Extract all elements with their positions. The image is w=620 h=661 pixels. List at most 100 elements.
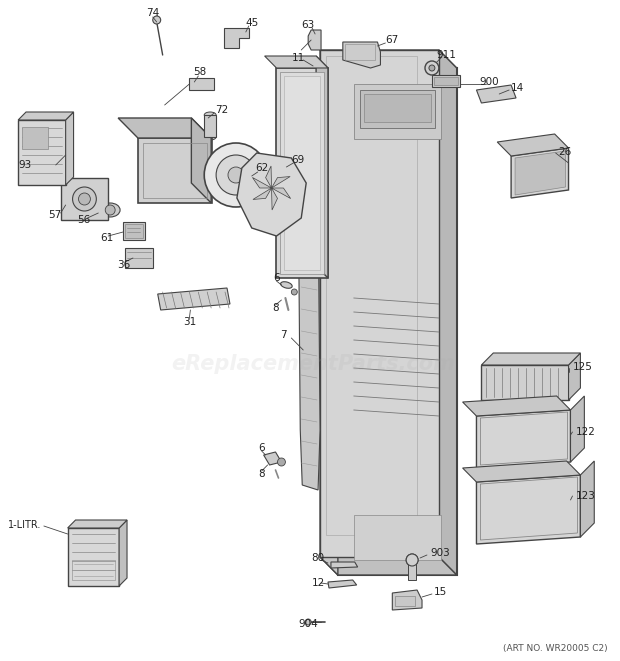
Polygon shape: [66, 112, 74, 185]
Text: 45: 45: [245, 18, 259, 28]
Polygon shape: [316, 56, 328, 278]
Polygon shape: [328, 580, 356, 588]
Polygon shape: [298, 135, 320, 490]
Text: 900: 900: [479, 77, 499, 87]
Polygon shape: [476, 475, 580, 544]
Bar: [432, 75, 459, 87]
Text: 911: 911: [437, 50, 457, 60]
Polygon shape: [392, 590, 422, 610]
Circle shape: [305, 619, 311, 625]
Ellipse shape: [100, 203, 120, 217]
Polygon shape: [264, 452, 281, 465]
Text: 8: 8: [272, 303, 279, 313]
Polygon shape: [272, 188, 278, 210]
Text: 31: 31: [183, 317, 196, 327]
Text: 904: 904: [298, 619, 318, 629]
Text: 1-LITR.: 1-LITR.: [7, 520, 41, 530]
Polygon shape: [497, 134, 569, 156]
Text: 69: 69: [291, 155, 305, 165]
Text: (ART NO. WR20005 C2): (ART NO. WR20005 C2): [503, 644, 608, 652]
Circle shape: [228, 167, 244, 183]
Polygon shape: [463, 461, 580, 482]
Text: 67: 67: [386, 35, 399, 45]
Text: 36: 36: [117, 260, 130, 270]
Text: 11: 11: [291, 53, 305, 63]
Text: 72: 72: [215, 105, 229, 115]
Polygon shape: [580, 461, 594, 537]
Circle shape: [105, 205, 115, 215]
Ellipse shape: [204, 134, 216, 140]
Polygon shape: [237, 153, 306, 236]
Polygon shape: [265, 166, 272, 188]
Circle shape: [406, 554, 418, 566]
Text: 123: 123: [575, 491, 595, 501]
Circle shape: [79, 193, 91, 205]
Ellipse shape: [204, 112, 216, 118]
Text: eReplacementParts.com: eReplacementParts.com: [171, 354, 455, 373]
Text: 125: 125: [572, 362, 592, 372]
Bar: [345, 44, 374, 60]
Circle shape: [429, 65, 435, 71]
Polygon shape: [253, 188, 272, 200]
Text: 80: 80: [311, 553, 325, 563]
Polygon shape: [481, 353, 580, 365]
Polygon shape: [18, 112, 74, 120]
Circle shape: [291, 289, 297, 295]
Bar: [434, 77, 458, 85]
Polygon shape: [569, 353, 580, 400]
Bar: [408, 560, 416, 580]
Polygon shape: [570, 396, 585, 462]
Bar: [277, 68, 328, 278]
Bar: [354, 84, 441, 139]
Text: 63: 63: [301, 20, 315, 30]
Bar: [22, 127, 48, 149]
Bar: [125, 224, 143, 238]
Polygon shape: [320, 50, 338, 575]
Bar: [344, 74, 451, 569]
Polygon shape: [439, 50, 457, 575]
Polygon shape: [18, 120, 66, 185]
Polygon shape: [119, 520, 127, 586]
Text: 903: 903: [430, 548, 450, 558]
Bar: [326, 56, 417, 535]
Text: 62: 62: [255, 163, 268, 173]
Text: 61: 61: [100, 233, 113, 243]
Bar: [396, 596, 415, 606]
Circle shape: [425, 61, 439, 75]
Polygon shape: [265, 56, 328, 68]
Text: 14: 14: [511, 83, 525, 93]
Polygon shape: [331, 562, 358, 568]
Bar: [285, 76, 320, 270]
Polygon shape: [157, 288, 230, 310]
Polygon shape: [224, 28, 249, 48]
Polygon shape: [68, 528, 119, 586]
Text: 6: 6: [259, 443, 265, 453]
Circle shape: [216, 155, 255, 195]
Bar: [138, 138, 212, 203]
Ellipse shape: [281, 282, 292, 288]
Text: 26: 26: [559, 147, 572, 157]
Polygon shape: [192, 118, 211, 203]
Polygon shape: [320, 50, 457, 68]
Text: 57: 57: [48, 210, 61, 220]
Text: 12: 12: [311, 578, 325, 588]
Polygon shape: [272, 176, 290, 188]
Text: 56: 56: [78, 215, 91, 225]
Bar: [123, 222, 145, 240]
Bar: [189, 78, 214, 90]
Text: 7: 7: [280, 330, 286, 340]
Bar: [352, 82, 443, 561]
Text: 74: 74: [146, 8, 159, 18]
Polygon shape: [272, 188, 291, 198]
Polygon shape: [515, 151, 565, 195]
Polygon shape: [320, 50, 439, 557]
Circle shape: [153, 16, 161, 24]
Polygon shape: [320, 557, 457, 575]
Bar: [481, 365, 569, 400]
Text: 122: 122: [575, 427, 595, 437]
Bar: [363, 94, 431, 122]
Bar: [280, 72, 324, 274]
Text: 58: 58: [193, 67, 207, 77]
Polygon shape: [511, 148, 569, 198]
Polygon shape: [476, 85, 516, 103]
